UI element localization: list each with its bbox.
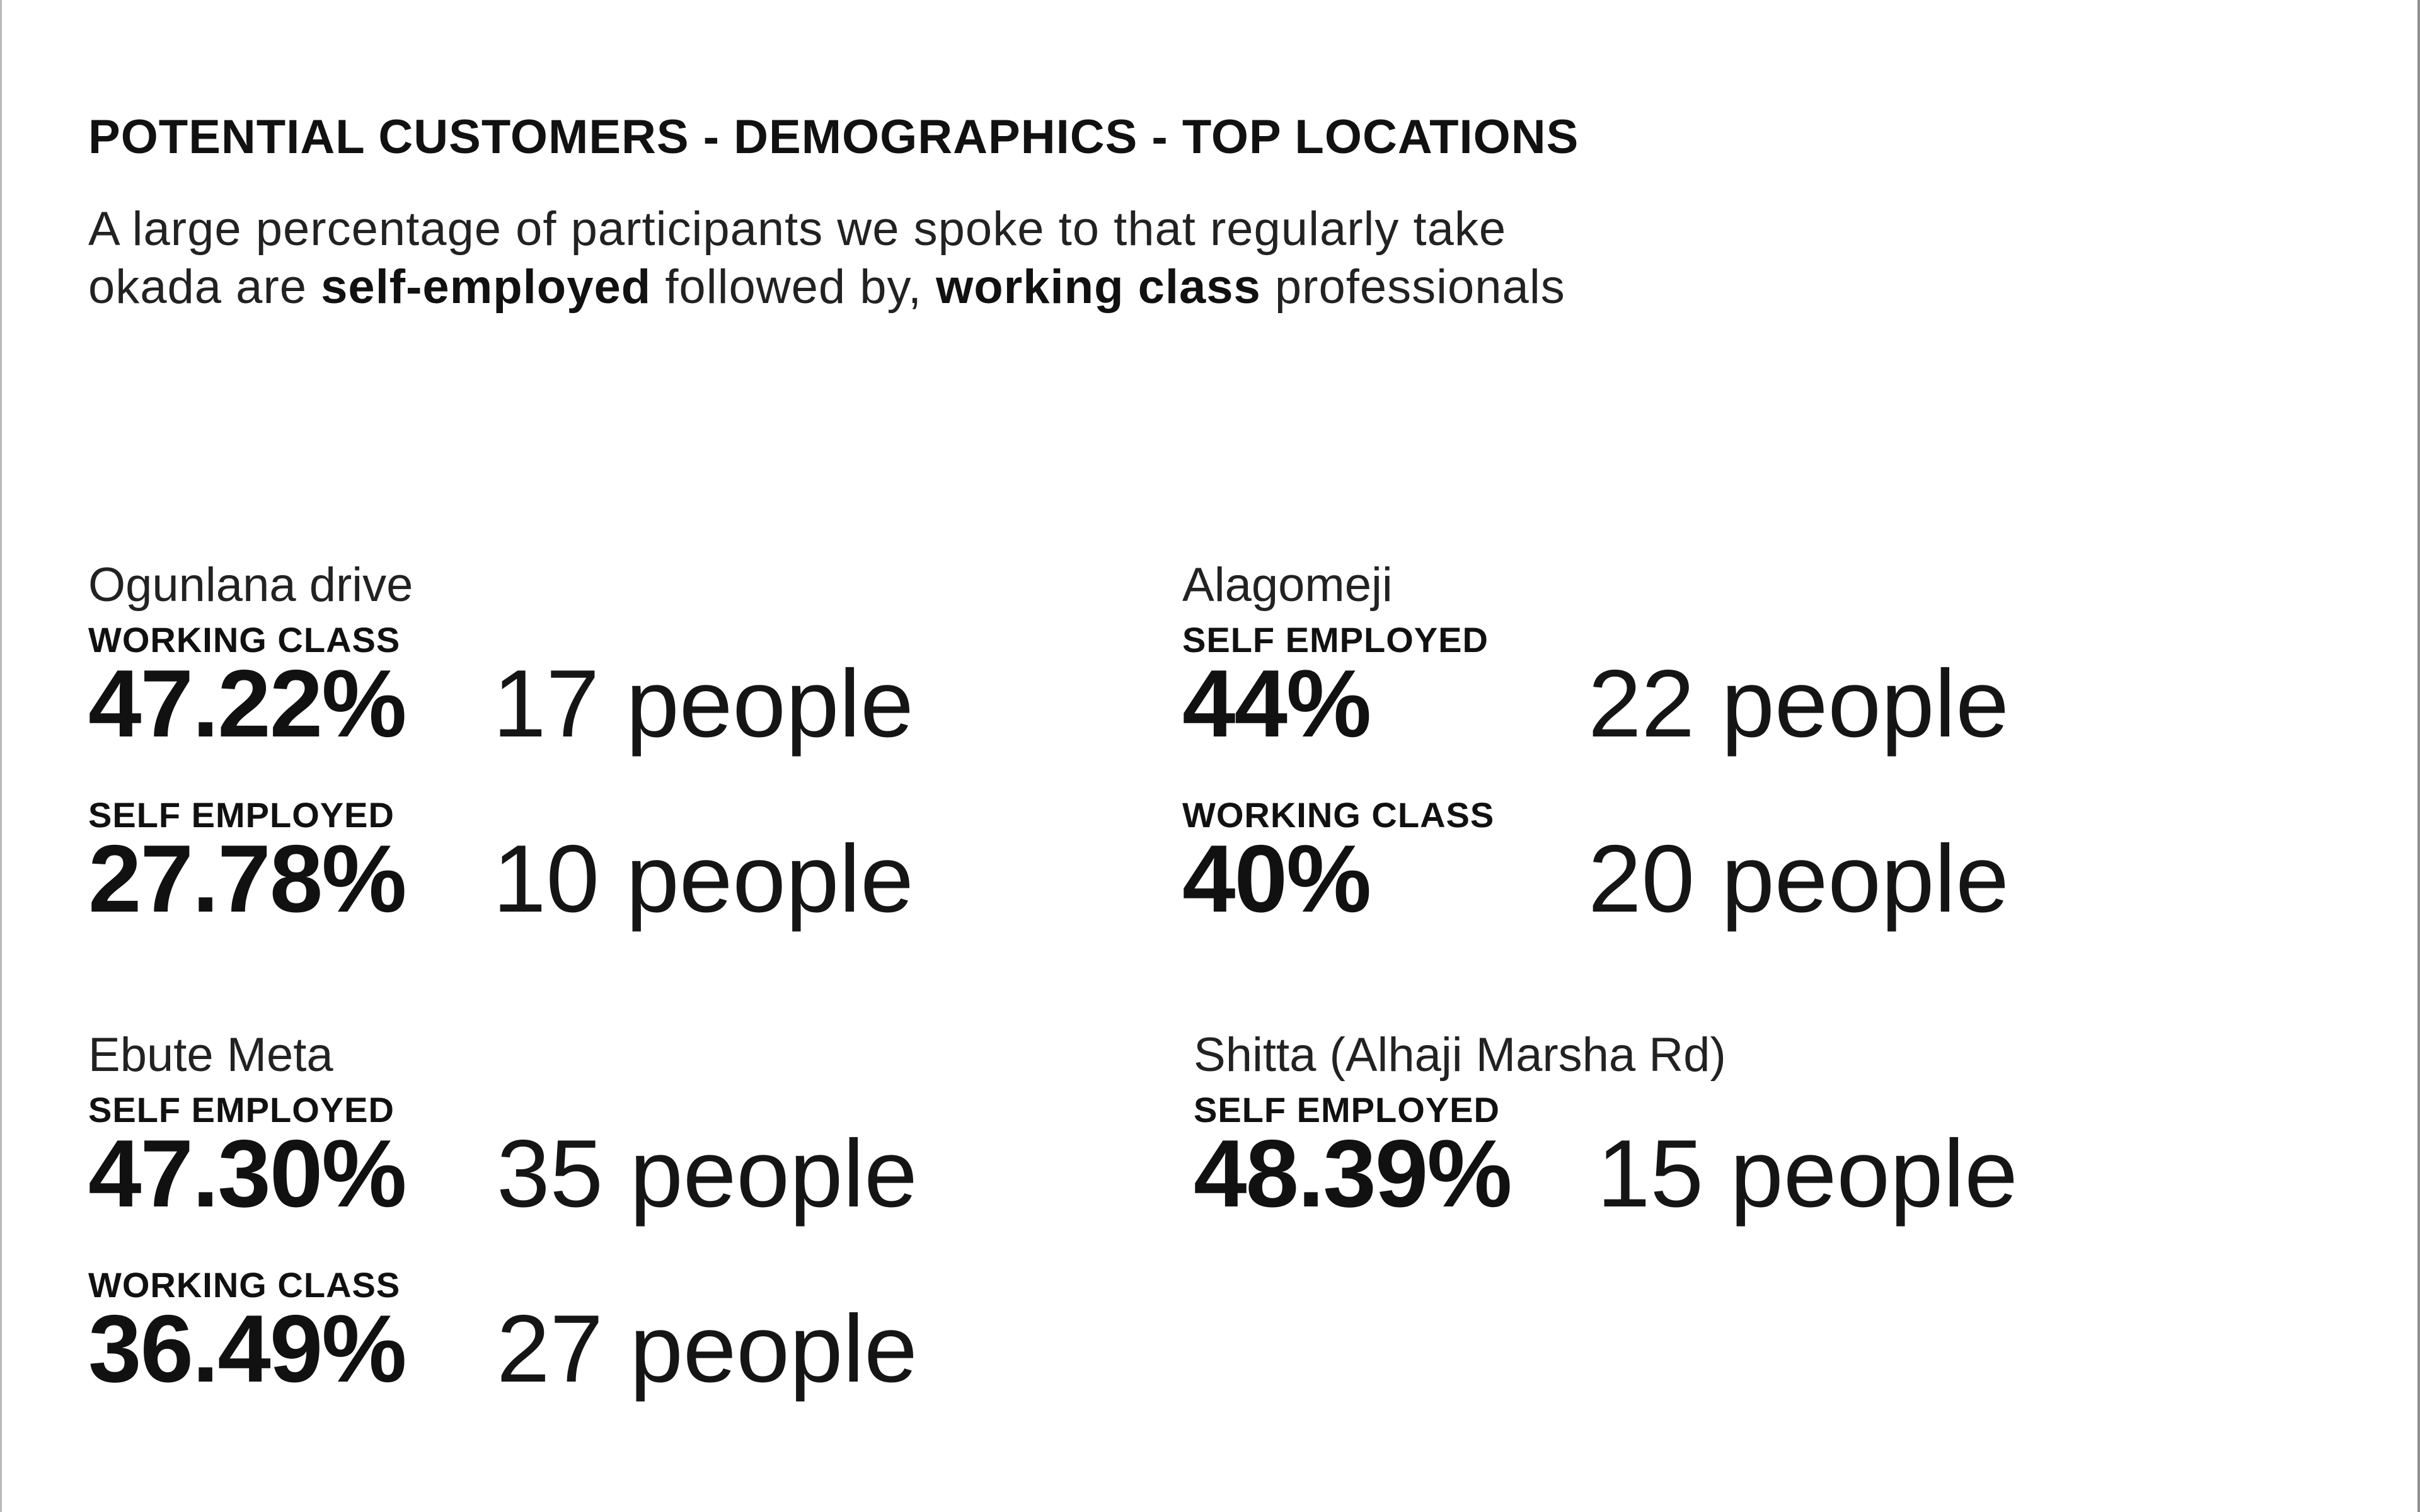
stat-label: SELF EMPLOYED — [88, 1090, 395, 1130]
subtitle-text: okada are — [88, 260, 321, 314]
stat-percent: 40% — [1182, 825, 1371, 932]
stat-count: 15 people — [1597, 1120, 2018, 1227]
stat-count: 20 people — [1588, 825, 2009, 932]
stat-block: SELF EMPLOYED 44% 22 people — [1182, 620, 2254, 757]
stat-label: SELF EMPLOYED — [88, 795, 395, 835]
stat-label: SELF EMPLOYED — [1182, 620, 1489, 660]
stat-row: 48.39% 15 people — [1194, 1120, 2265, 1227]
stat-block: WORKING CLASS 40% 20 people — [1182, 795, 2254, 932]
subtitle-text: professionals — [1260, 260, 1565, 314]
stat-count: 10 people — [493, 825, 914, 932]
subtitle-text: followed by, — [651, 260, 936, 314]
stat-count: 35 people — [497, 1120, 918, 1227]
subtitle-line-1: A large percentage of participants we sp… — [88, 202, 1507, 256]
stat-block: SELF EMPLOYED 47.30% 35 people — [88, 1090, 1160, 1227]
stat-row: 47.22% 17 people — [88, 650, 1160, 757]
stat-percent: 47.30% — [88, 1120, 407, 1227]
left-border — [0, 0, 2, 1512]
stat-label: SELF EMPLOYED — [1194, 1090, 1500, 1130]
stat-block: SELF EMPLOYED 27.78% 10 people — [88, 795, 1160, 932]
stat-count: 17 people — [493, 650, 914, 757]
page-subtitle: A large percentage of participants we sp… — [88, 200, 1727, 316]
stat-row: 40% 20 people — [1182, 825, 2254, 932]
stat-label: WORKING CLASS — [88, 1265, 401, 1305]
stat-percent: 36.49% — [88, 1295, 407, 1402]
location-ebute-meta: Ebute Meta SELF EMPLOYED 47.30% 35 peopl… — [88, 1028, 1160, 1402]
location-name: Alagomeji — [1182, 558, 1393, 612]
subtitle-line-2: okada are self-employed followed by, wor… — [88, 258, 1727, 316]
location-name: Ogunlana drive — [88, 558, 413, 612]
stat-label: WORKING CLASS — [1182, 795, 1495, 835]
stat-percent: 47.22% — [88, 650, 407, 757]
stat-row: 36.49% 27 people — [88, 1295, 1160, 1402]
stat-count: 22 people — [1588, 650, 2009, 757]
stat-block: SELF EMPLOYED 48.39% 15 people — [1194, 1090, 2265, 1227]
stat-block: WORKING CLASS 36.49% 27 people — [88, 1265, 1160, 1402]
stat-row: 44% 22 people — [1182, 650, 2254, 757]
stat-percent: 48.39% — [1194, 1120, 1512, 1227]
location-name: Shitta (Alhaji Marsha Rd) — [1194, 1028, 1726, 1082]
stat-label: WORKING CLASS — [88, 620, 401, 660]
stat-percent: 27.78% — [88, 825, 407, 932]
stat-row: 47.30% 35 people — [88, 1120, 1160, 1227]
subtitle-emphasis-working-class: working class — [936, 260, 1261, 314]
location-name: Ebute Meta — [88, 1028, 333, 1082]
location-ogunlana-drive: Ogunlana drive WORKING CLASS 47.22% 17 p… — [88, 558, 1160, 932]
stat-count: 27 people — [497, 1295, 918, 1402]
stat-percent: 44% — [1182, 650, 1371, 757]
page-title: POTENTIAL CUSTOMERS - DEMOGRAPHICS - TOP… — [88, 110, 1579, 164]
location-alagomeji: Alagomeji SELF EMPLOYED 44% 22 people WO… — [1182, 558, 2254, 932]
stat-block: WORKING CLASS 47.22% 17 people — [88, 620, 1160, 757]
stat-row: 27.78% 10 people — [88, 825, 1160, 932]
subtitle-emphasis-self-employed: self-employed — [321, 260, 652, 314]
right-border — [2417, 0, 2420, 1512]
location-shitta: Shitta (Alhaji Marsha Rd) SELF EMPLOYED … — [1194, 1028, 2265, 1227]
